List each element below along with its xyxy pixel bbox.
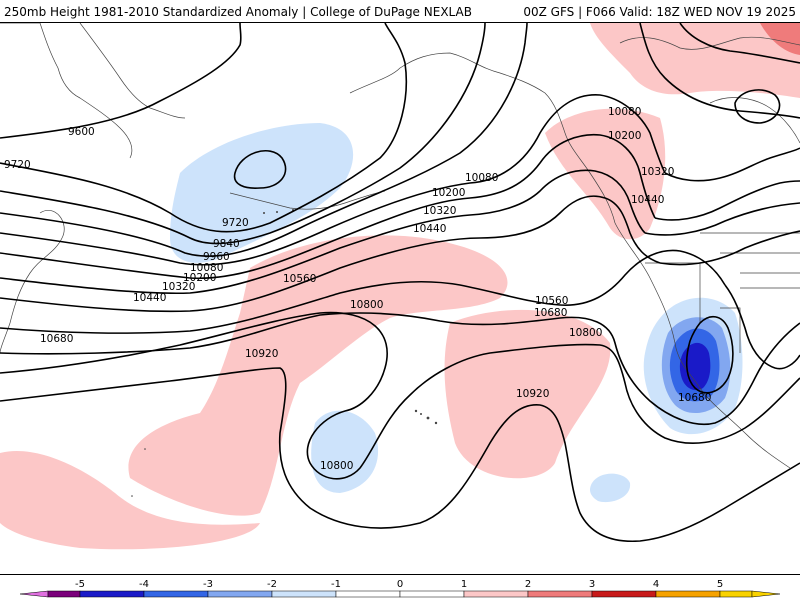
label-9720-west: 9720 xyxy=(4,159,31,171)
negative-anomaly-subtropical xyxy=(311,410,379,493)
colorbar-swatch xyxy=(463,590,529,598)
label-10800-east: 10800 xyxy=(569,327,602,339)
colorbar-swatch xyxy=(399,590,465,598)
contour-labels: 9600 9720 9720 9840 9960 10080 10200 103… xyxy=(4,106,711,472)
label-10320-northeast: 10320 xyxy=(641,166,674,178)
negative-anomaly-aleutian xyxy=(170,123,354,263)
colorbar-max-arrow xyxy=(751,590,781,598)
contour-9720 xyxy=(0,23,408,233)
height-contours xyxy=(0,23,800,543)
label-10680-west: 10680 xyxy=(40,333,73,345)
positive-anomaly-northeast-strong xyxy=(760,23,800,55)
colorbar-tick-label: -2 xyxy=(267,579,277,590)
label-10080-northeast: 10080 xyxy=(608,106,641,118)
label-10440-center: 10440 xyxy=(413,223,446,235)
label-10080-center: 10080 xyxy=(465,172,498,184)
contour-ne-extra-1 xyxy=(639,23,800,119)
colorbar-tick-label: 4 xyxy=(653,579,659,590)
map-panel: 9600 9720 9720 9840 9960 10080 10200 103… xyxy=(0,22,800,575)
contour-ne-10080 xyxy=(664,147,800,182)
label-10440-northeast: 10440 xyxy=(631,194,664,206)
colorbar-swatch xyxy=(79,590,145,598)
colorbar-tick-label: 3 xyxy=(589,579,595,590)
label-9600: 9600 xyxy=(68,126,95,138)
label-10200-northeast: 10200 xyxy=(608,130,641,142)
positive-anomaly-central xyxy=(128,235,508,516)
contour-9960 xyxy=(0,23,528,257)
positive-anomaly-southwest xyxy=(0,451,260,550)
contour-sw-low-a xyxy=(724,284,800,370)
contour-10200 xyxy=(0,133,656,280)
label-10560-center: 10560 xyxy=(283,273,316,285)
colorbar-swatches xyxy=(19,590,781,598)
model-run-info: 00Z GFS | F066 Valid: 18Z WED NOV 19 202… xyxy=(523,5,796,19)
colorbar-tick-label: -5 xyxy=(75,579,85,590)
contour-9840 xyxy=(0,23,486,245)
label-9720-center: 9720 xyxy=(222,217,249,229)
colorbar-swatch xyxy=(271,590,337,598)
colorbar-tick-label: 1 xyxy=(461,579,467,590)
colorbar-swatch xyxy=(527,590,593,598)
colorbar-swatch xyxy=(47,590,81,598)
label-10920-center: 10920 xyxy=(516,388,549,400)
map-header: 250mb Height 1981-2010 Standardized Anom… xyxy=(0,0,800,22)
label-10680-east: 10680 xyxy=(534,307,567,319)
contour-ne-10440 xyxy=(659,230,800,266)
contour-10080 xyxy=(0,94,666,266)
colorbar-min-arrow xyxy=(19,590,49,598)
anomaly-colorbar: -5 -4 -3 -2 -1 0 1 2 3 4 5 xyxy=(0,577,800,600)
colorbar-tick-label: -3 xyxy=(203,579,213,590)
contour-ne-extra-2 xyxy=(734,89,781,124)
label-10800-subtropical-low: 10800 xyxy=(320,460,353,472)
label-10560-east: 10560 xyxy=(535,295,568,307)
contour-10680 xyxy=(0,312,800,425)
label-10320-center: 10320 xyxy=(423,205,456,217)
negative-anomaly-small xyxy=(590,473,631,503)
contour-9600 xyxy=(0,23,242,139)
label-10440-west: 10440 xyxy=(133,292,166,304)
colorbar-swatch xyxy=(207,590,273,598)
contour-10320 xyxy=(0,169,646,295)
label-10920-west: 10920 xyxy=(245,348,278,360)
colorbar-tick-label: 0 xyxy=(397,579,403,590)
colorbar-tick-label: 2 xyxy=(525,579,531,590)
colorbar-tick-labels: -5 -4 -3 -2 -1 0 1 2 3 4 5 xyxy=(75,579,723,590)
contour-ne-10320 xyxy=(644,202,800,236)
label-9960: 9960 xyxy=(203,251,230,263)
colorbar-swatch xyxy=(591,590,657,598)
label-10200-west: 10200 xyxy=(183,272,216,284)
label-10320-west: 10320 xyxy=(162,281,195,293)
contour-10920 xyxy=(0,367,800,543)
map-title: 250mb Height 1981-2010 Standardized Anom… xyxy=(4,5,472,19)
colorbar-swatch xyxy=(719,590,753,598)
colorbar-tick-label: -1 xyxy=(331,579,341,590)
colorbar-tick-label: 5 xyxy=(717,579,723,590)
positive-anomaly-south-central xyxy=(444,309,611,479)
contour-ne-10200 xyxy=(654,180,800,221)
contour-10440 xyxy=(0,195,661,313)
label-10200-center: 10200 xyxy=(432,187,465,199)
contour-ne-extra-3 xyxy=(679,23,800,64)
colorbar-tick-label: -4 xyxy=(139,579,149,590)
label-10080-west: 10080 xyxy=(190,262,223,274)
label-10800-center: 10800 xyxy=(350,299,383,311)
colorbar-swatch xyxy=(655,590,721,598)
label-10680-low: 10680 xyxy=(678,392,711,404)
colorbar-swatch xyxy=(335,590,401,598)
label-9840: 9840 xyxy=(213,238,240,250)
contour-10800 xyxy=(0,311,800,480)
colorbar-swatch xyxy=(143,590,209,598)
contour-9720-closed xyxy=(233,149,287,189)
anomaly-shading xyxy=(0,23,800,550)
contour-sw-low-b xyxy=(685,315,734,394)
islands xyxy=(131,209,438,497)
coastlines xyxy=(0,23,800,469)
positive-anomaly-northeast xyxy=(590,23,800,98)
contour-10560 xyxy=(0,249,726,334)
